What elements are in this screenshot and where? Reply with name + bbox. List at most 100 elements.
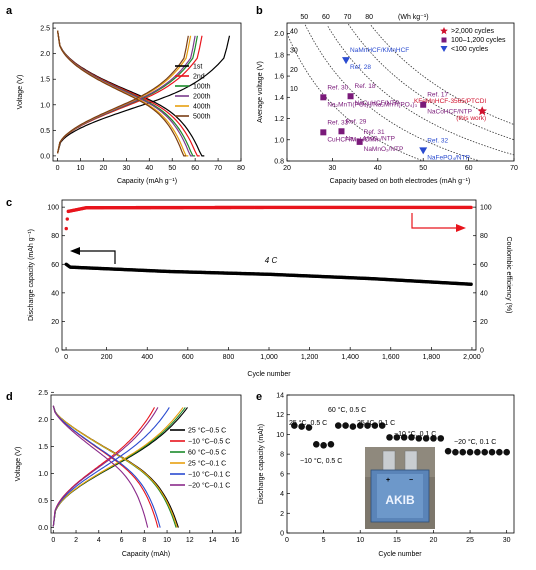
legend-label: 1st [193, 64, 202, 71]
legend-label: 25 °C–0.5 C [188, 427, 226, 435]
y-tick-label: 2.0 [38, 417, 48, 424]
panel-b-top-ticks: 50 60 70 80 40 30 20 10 [290, 14, 373, 93]
y-tick-label: 60 [51, 262, 59, 269]
y-tick-label: 1.6 [274, 74, 284, 81]
panel-a-y-label: Voltage (V) [17, 75, 24, 110]
y-tick-label: 10 [276, 432, 284, 439]
x-tick-label: 30 [122, 165, 130, 172]
y-tick-label: 0.0 [38, 525, 48, 532]
panel-d-letter: d [6, 391, 13, 403]
panel-b-frame [286, 22, 515, 162]
panel-b-y-ticks: 0.8 1.0 1.2 1.4 1.6 1.8 2.0 [274, 31, 290, 166]
panel-d-y-ticks: 0.0 0.5 1.0 1.5 2.0 2.5 [38, 390, 54, 532]
y-tick-label: 0.0 [40, 153, 50, 160]
panel-c-arrows [70, 213, 466, 264]
panel-b-top-label: (Wh kg⁻¹) [398, 14, 429, 21]
y-tick-label: 2.0 [40, 51, 50, 58]
point-label: NaMnHCF/KMnHCF [350, 47, 409, 54]
legend-label: 2nd [193, 74, 205, 81]
discharge-curve [52, 405, 178, 528]
y2-tick-label: 40 [480, 290, 488, 297]
y-tick-label: 1.5 [40, 77, 50, 84]
x-tick-label: 60 [465, 165, 473, 172]
y-tick-label: 80 [51, 233, 59, 240]
x-tick-label: 40 [374, 165, 382, 172]
panel-b-points: KFeMnHCF-3565/PTCDI (this work) NaMnHCF/KM… [320, 47, 487, 161]
minus-sign: − [409, 477, 413, 484]
point-sublabel: NaMnO₂/NTP [364, 146, 404, 153]
y-tick-label: 1.0 [274, 137, 284, 144]
capacity-point [469, 282, 473, 286]
panel-c-x-ticks: 0 200 400 600 800 1,000 1,200 1,400 1,600 1,800 2,… [64, 347, 481, 361]
y2-tick-label: 60 [480, 262, 488, 269]
annotation-m10c-01c: −10 °C, 0.1 C [394, 430, 436, 438]
y-tick-label: 1.0 [38, 471, 48, 478]
x-tick-label: 1,400 [341, 354, 359, 361]
legend-label: −10 °C–0.1 C [188, 471, 230, 479]
x-tick-label: 30 [329, 165, 337, 172]
panel-e-y-label: Discharge capacity (mAh) [258, 424, 265, 504]
y-tick-label: 1.4 [274, 95, 284, 102]
square-marker [420, 101, 427, 108]
right-tab [404, 450, 418, 472]
x-tick-label: 1,800 [423, 354, 441, 361]
panel-b: b 20 30 40 50 60 70 0.8 1.0 1.2 1.4 1.6 1.8 2.0 50 6… [256, 5, 518, 185]
left-arrow-head [70, 247, 80, 255]
x-tick-label: 30 [503, 537, 511, 544]
panel-c-rate-annotation: 4 C [265, 256, 278, 265]
x-tick-label: 1,600 [382, 354, 400, 361]
charge-curve [52, 407, 184, 527]
legend-label: −20 °C–0.1 C [188, 482, 230, 490]
cycle-point [444, 447, 452, 455]
square-marker [338, 128, 345, 135]
y-tick-label: 2 [280, 511, 284, 518]
y2-tick-label: 20 [480, 319, 488, 326]
panel-e-points [291, 422, 510, 456]
cycle-point [386, 434, 393, 441]
panel-b-energy-curves [286, 23, 515, 162]
y-tick-label: 1.8 [274, 52, 284, 59]
x-tick-label: 600 [182, 354, 194, 361]
cycle-point [342, 422, 349, 429]
cycle-point [452, 448, 459, 456]
x-tick-label: 5 [322, 537, 326, 544]
square-marker [320, 94, 327, 101]
cycle-point [291, 422, 298, 429]
annotation-25c-05c: 25 °C, 0.5 C [289, 419, 327, 427]
panel-b-x-label: Capacity based on both electrodes (mAh g… [330, 178, 471, 185]
y-tick-label: 8 [280, 452, 284, 459]
x-tick-label: 40 [145, 165, 153, 172]
cycle-point [312, 440, 320, 448]
cycle-point [327, 440, 335, 448]
right-arrow-head [456, 224, 466, 232]
legend-label: 500th [193, 114, 211, 121]
energy-density-curve [304, 24, 481, 162]
curve-label: 30 [290, 48, 298, 55]
panel-d-x-label: Capacity (mAh) [122, 551, 170, 558]
x-tick-label: 1,200 [301, 354, 319, 361]
x-tick-label: 2 [74, 537, 78, 544]
point-label: Ref. 18 [355, 83, 376, 90]
y-tick-label: 1.5 [38, 444, 48, 451]
square-marker [320, 129, 327, 136]
efficiency-point [65, 217, 69, 221]
x-tick-label: 800 [223, 354, 235, 361]
y-tick-label: 2.5 [40, 26, 50, 33]
panel-a-frame [52, 22, 242, 162]
curve-label: 40 [290, 29, 298, 36]
top-tick-label: 50 [300, 14, 308, 21]
cycle-point [430, 435, 437, 442]
y-tick-label: 0.8 [274, 159, 284, 166]
point-sublabel: (this work) [456, 115, 486, 122]
y-tick-label: 100 [47, 205, 59, 212]
point-label: Ref. 32 [427, 137, 448, 144]
charge-curve [57, 35, 189, 154]
cycle-point [378, 422, 386, 429]
x-tick-label: 15 [393, 537, 401, 544]
legend-label: 100–1,200 cycles [451, 37, 506, 44]
y-tick-label: 2.0 [274, 31, 284, 38]
right-axis-arrow [411, 213, 456, 229]
panel-b-letter: b [256, 5, 263, 17]
y-tick-label: 0.5 [38, 498, 48, 505]
cycle-point [503, 448, 510, 456]
